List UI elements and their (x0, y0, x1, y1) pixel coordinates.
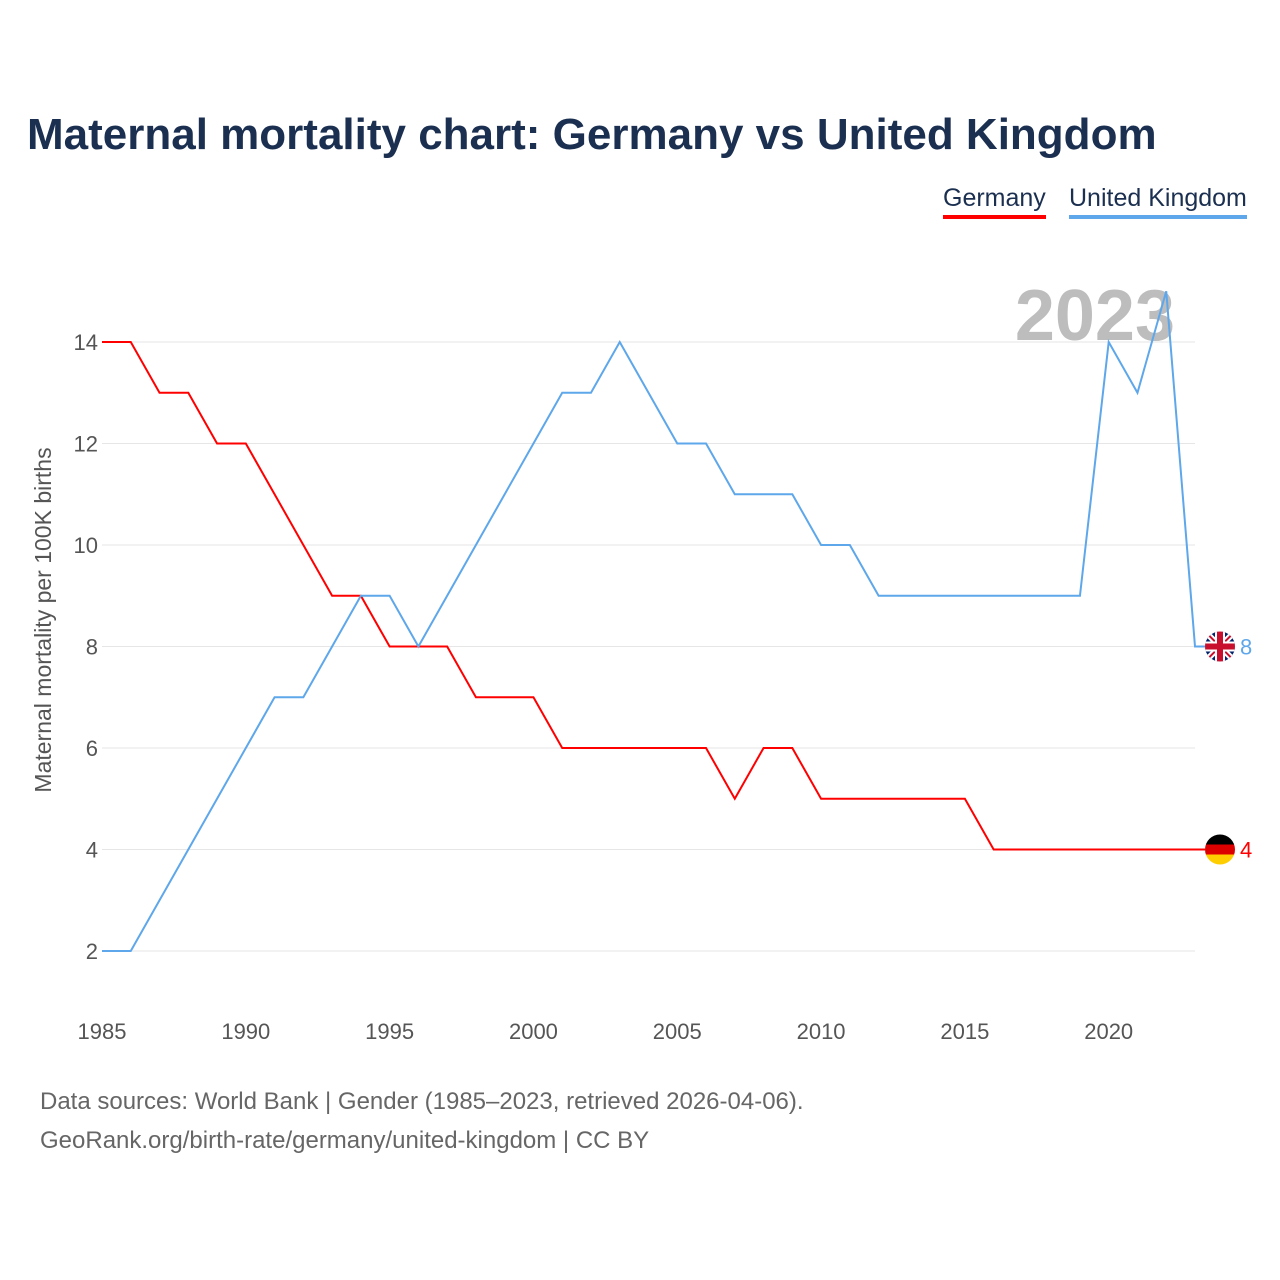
x-tick-label: 1995 (365, 1019, 414, 1044)
series-line-united-kingdom (102, 290, 1205, 952)
y-tick-label: 8 (86, 635, 98, 660)
x-tick-label: 1990 (221, 1019, 270, 1044)
series-line-germany (102, 341, 1205, 851)
x-tick-label: 2005 (653, 1019, 702, 1044)
footer-attribution: GeoRank.org/birth-rate/germany/united-ki… (40, 1127, 650, 1154)
y-tick-label: 10 (74, 533, 98, 558)
end-value-label: 4 (1240, 838, 1252, 863)
footer-sources: Data sources: World Bank | Gender (1985–… (40, 1088, 804, 1115)
year-watermark: 2023 (1015, 276, 1175, 356)
chart-title: Maternal mortality chart: Germany vs Uni… (27, 110, 1157, 159)
y-axis-label: Maternal mortality per 100K births (30, 447, 56, 792)
germany-flag-icon (1205, 834, 1235, 865)
legend-germany[interactable]: Germany (943, 184, 1046, 219)
y-tick-label: 4 (86, 838, 98, 863)
x-tick-label: 2010 (797, 1019, 846, 1044)
end-value-label: 8 (1240, 635, 1252, 660)
x-tick-label: 2000 (509, 1019, 558, 1044)
legend-united-kingdom[interactable]: United Kingdom (1069, 184, 1247, 219)
x-tick-label: 1985 (78, 1019, 127, 1044)
y-tick-label: 12 (74, 432, 98, 457)
y-tick-label: 14 (74, 330, 98, 355)
x-tick-label: 2020 (1084, 1019, 1133, 1044)
x-tick-label: 2015 (940, 1019, 989, 1044)
y-tick-label: 2 (86, 939, 98, 964)
y-tick-label: 6 (86, 736, 98, 761)
uk-flag-icon (1205, 631, 1235, 662)
